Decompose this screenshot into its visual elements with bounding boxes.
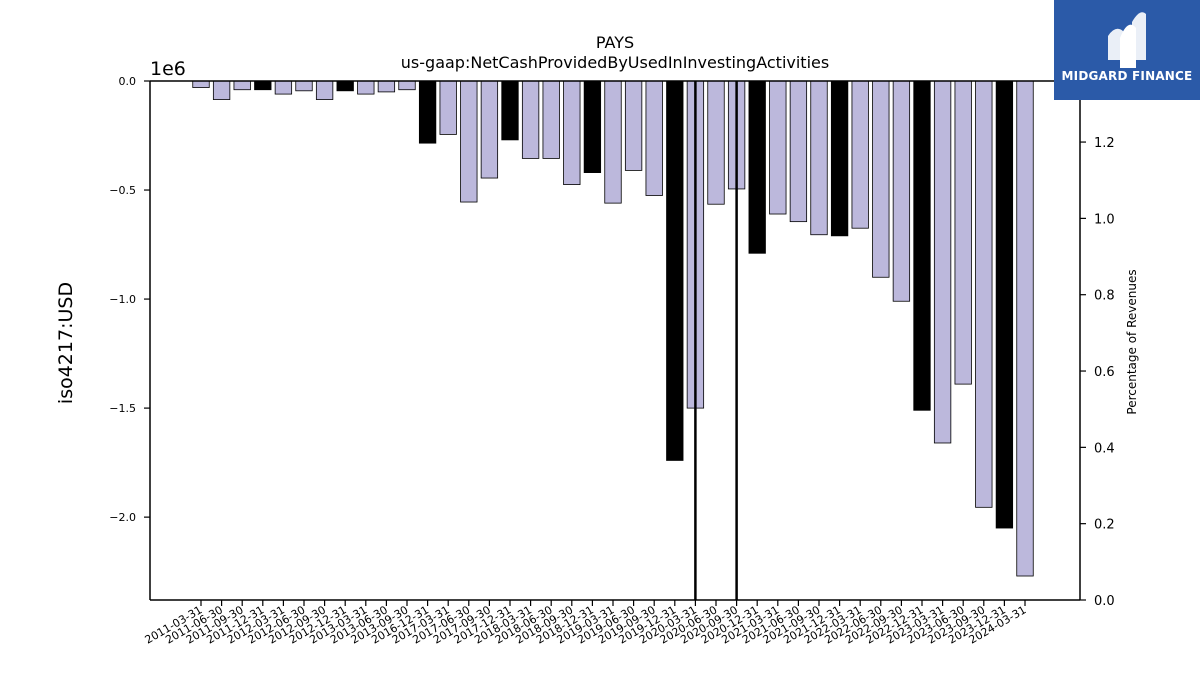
y2-tick-label: 1.0	[1094, 212, 1115, 227]
bar	[377, 80, 396, 93]
bar	[604, 80, 622, 204]
bar	[1016, 80, 1034, 577]
y-tick-label: −1.5	[109, 402, 136, 415]
bar	[975, 80, 993, 508]
y-tick-label: −0.5	[109, 184, 136, 197]
chart-title: PAYS	[596, 33, 634, 52]
bar	[933, 80, 952, 444]
bar	[830, 80, 849, 237]
bar	[769, 80, 787, 215]
bar	[542, 80, 560, 159]
y2-tick-label: 0.6	[1094, 365, 1115, 380]
bar	[666, 80, 684, 461]
bar	[336, 80, 354, 92]
bar	[254, 80, 272, 91]
bar	[624, 80, 643, 171]
bar	[872, 80, 890, 278]
bar	[954, 80, 972, 385]
bar	[913, 80, 931, 411]
chart-subtitle: us-gaap:NetCashProvidedByUsedInInvesting…	[401, 53, 829, 72]
bar	[460, 80, 478, 203]
bar	[295, 80, 313, 92]
bar	[748, 80, 766, 254]
y2-tick-label: 1.2	[1094, 136, 1115, 151]
bar	[995, 80, 1014, 529]
bar	[418, 80, 437, 144]
midgard-finance-logo: MIDGARD FINANCE	[1054, 0, 1200, 100]
y-tick-label: 0.0	[119, 75, 137, 88]
y2-tick-label: 0.2	[1094, 518, 1115, 533]
bar	[810, 80, 828, 236]
y2-tick-label: 0.0	[1094, 594, 1115, 609]
bar	[274, 80, 293, 95]
bar	[851, 80, 869, 229]
y2-tick-label: 0.4	[1094, 441, 1115, 456]
bar	[645, 80, 663, 196]
bar	[583, 80, 602, 173]
bar	[233, 80, 251, 91]
bar	[892, 80, 911, 302]
y2-tick-label: 0.8	[1094, 289, 1115, 304]
y2-axis-label: Percentage of Revenues	[1125, 269, 1139, 414]
bar	[357, 80, 375, 95]
bar	[398, 80, 416, 91]
bar	[789, 80, 808, 223]
bar	[192, 80, 210, 88]
bar	[480, 80, 499, 179]
y-tick-label: −2.0	[109, 511, 136, 524]
y-tick-label: −1.0	[109, 293, 136, 306]
y-offset-label: 1e6	[150, 58, 186, 80]
bar	[521, 80, 540, 159]
bar	[707, 80, 725, 205]
logo-mark-icon	[1108, 12, 1146, 68]
bar	[439, 80, 457, 135]
bar	[563, 80, 581, 185]
y-axis-label: iso4217:USD	[55, 282, 77, 404]
bar	[501, 80, 519, 141]
bar	[212, 80, 231, 100]
logo-text: MIDGARD FINANCE	[1061, 69, 1193, 83]
bar	[315, 80, 334, 100]
